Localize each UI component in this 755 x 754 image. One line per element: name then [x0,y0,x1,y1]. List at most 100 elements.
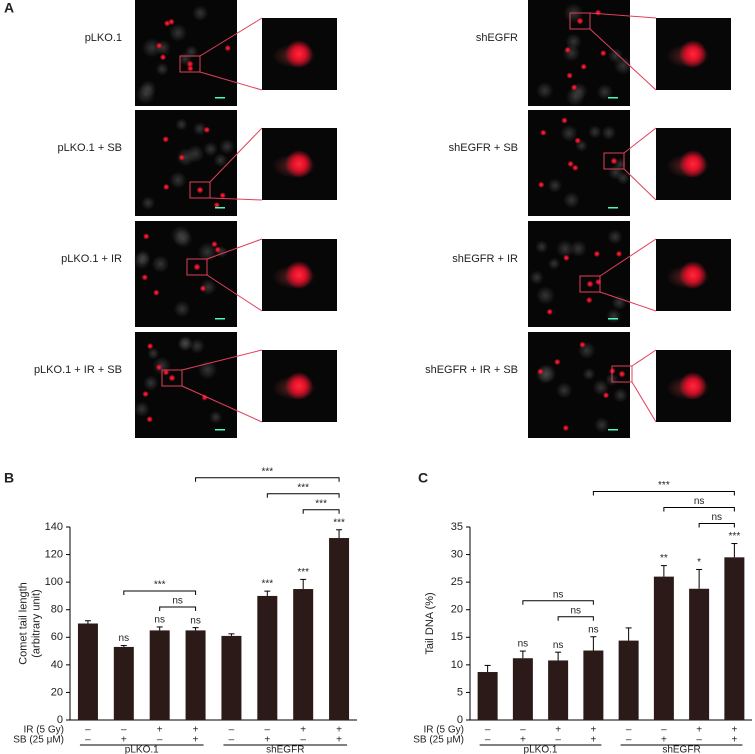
comet [159,54,167,61]
y-axis-label: (arbitrary unit) [30,589,42,657]
bracket-label: ns [694,496,705,507]
treatment-mark: + [193,725,199,736]
scale-bar [608,318,618,320]
treatment-mark: + [264,735,270,746]
comet [168,374,176,382]
comet [561,117,568,124]
bracket-label: *** [154,580,166,591]
comet [586,280,594,288]
significance-bracket [195,477,340,482]
inset-box [579,275,601,293]
cell-ghost [174,229,193,248]
inset-box [189,181,211,199]
treatment-mark: + [193,735,199,746]
treatment-mark: – [485,725,491,736]
comet [593,250,601,258]
comet-zoom [679,150,707,178]
row-label: IR (5 Gy) [423,725,464,736]
comet [564,46,571,54]
comet [143,233,150,240]
cell-ghost [537,363,557,384]
y-tick-label: 80 [51,604,63,616]
zoom-line [631,349,657,367]
cell-ghost [133,401,150,417]
zoom-line [206,238,263,260]
cell-ghost [169,171,187,189]
comet-zoom [679,372,707,400]
y-tick-label: 10 [451,659,463,671]
comet [199,285,207,292]
condition-label: shEGFR [476,32,518,44]
comet-zoom [285,150,313,178]
y-tick-label: 140 [45,521,63,533]
bar [185,630,206,720]
group-label: shEGFR [266,745,304,754]
bar [583,650,604,720]
bracket-label: *** [297,482,309,493]
treatment-mark: – [626,725,632,736]
y-tick-label: 25 [451,576,463,588]
treatment-mark: – [229,725,235,736]
condition-label: pLKO.1 + IR + SB [34,364,122,376]
treatment-mark: + [590,725,596,736]
comet [196,186,204,194]
bar [221,635,242,720]
scale-bar [608,207,618,209]
significance-bracket [159,606,197,611]
row-label: IR (5 Gy) [23,725,64,736]
group-label: pLKO.1 [125,745,159,754]
y-tick-label: 20 [451,604,463,616]
inset-box [603,152,625,170]
treatment-mark: + [336,725,342,736]
bar [548,660,569,720]
y-tick-label: 40 [51,659,63,671]
zoom-line [599,238,657,277]
zoom-line [181,349,263,371]
treatment-mark: – [485,735,491,746]
condition-label: pLKO.1 + SB [57,142,122,154]
significance-label: *** [729,531,741,542]
comet-zoom [285,372,313,400]
zoom-line [181,385,263,423]
significance-label: *** [297,567,309,578]
treatment-mark: + [300,725,306,736]
y-tick-label: 0 [57,714,63,726]
cell-ghost [555,382,573,399]
significance-label: ns [518,639,529,650]
bar [77,623,98,720]
cell-ghost [168,23,188,42]
cell-ghost [563,191,580,209]
y-tick-label: 0 [457,714,463,726]
inset-box [161,369,183,387]
cell-ghost [560,124,578,142]
y-tick-label: 30 [451,548,463,560]
comet [586,296,593,304]
cell-ghost [601,125,617,141]
cell-ghost [209,410,223,424]
comet [562,424,570,432]
row-label: SB (25 μM) [13,735,64,746]
cell-ghost [184,45,199,59]
comet-zoom [285,40,313,68]
cell-ghost [535,240,549,254]
treatment-mark: + [555,725,561,736]
cell-ghost [592,379,609,396]
comet [572,164,579,172]
cell-ghost [596,83,614,101]
comet [219,192,226,199]
bar [149,630,170,720]
row-label: SB (25 μM) [413,735,464,746]
significance-label: ns [553,640,564,651]
zoom-line [209,127,263,183]
cell-ghost [536,286,555,305]
cell-ghost [151,255,170,273]
panel-label: B [4,470,14,486]
cell-ghost [608,164,624,180]
comet [554,358,561,366]
zoom-line [589,28,657,91]
treatment-mark: – [85,725,91,736]
cell-ghost [189,338,205,354]
comet [141,274,149,281]
significance-label: ns [154,615,165,626]
